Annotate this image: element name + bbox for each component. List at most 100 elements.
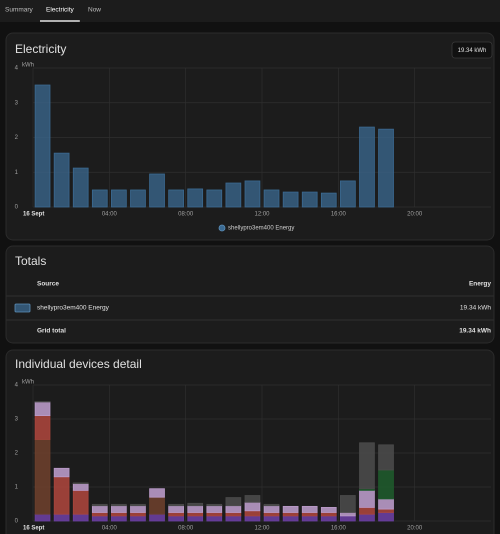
bar [53,476,70,515]
bar [359,506,375,515]
bar [282,512,299,517]
bar [111,512,127,517]
bar [206,512,223,517]
bar [282,505,299,513]
source-swatch [14,303,31,313]
tab[interactable]: Now [88,7,101,14]
bar [168,515,184,522]
bar [72,167,89,208]
tab[interactable]: Electricity [46,7,75,14]
x-tick-label: 12:00 [254,212,270,218]
bar [301,515,318,522]
total-value: 19.34 kWh [458,48,487,54]
bar [111,515,127,522]
bar [187,505,204,513]
x-tick-label: 16:00 [331,212,347,218]
legend-swatch[interactable] [218,224,226,232]
bar [149,173,165,208]
bar [72,513,89,522]
x-tick-label: 12:00 [254,526,270,532]
bar [206,189,223,208]
y-tick-label: 2 [15,135,19,141]
tab[interactable]: Summary [5,7,34,14]
bar [149,513,165,522]
bar [282,191,299,208]
y-tick-label: 4 [15,383,19,389]
bar [320,515,337,522]
bar [225,515,242,522]
bar [34,401,51,416]
total-badge [451,41,493,59]
x-tick-label: 04:00 [102,212,118,218]
legend-label[interactable]: shellypro3em400 Energy [228,226,294,232]
bar [130,189,146,208]
bar [111,505,127,513]
bar [72,483,89,491]
bar [53,467,70,478]
bar [149,496,165,515]
bar [244,510,261,517]
bar [282,515,299,522]
bar [244,495,261,503]
bar [168,189,184,208]
bar [111,503,127,507]
bar [168,503,184,507]
bar [187,515,204,522]
bar [91,515,108,522]
bar [378,128,394,208]
bar [263,189,280,208]
bar [34,415,51,440]
bar [225,497,242,507]
bar [244,501,261,512]
y-tick-label: 3 [15,417,19,423]
bar [301,191,318,208]
y-tick-label: 0 [15,519,19,525]
bar [130,503,146,507]
bar [168,512,184,517]
y-tick-label: 2 [15,451,19,457]
bar [91,505,108,513]
bar [378,512,394,522]
grid-total-label: Grid total [37,328,66,335]
bar [34,84,51,208]
source-name[interactable]: shellypro3em400 Energy [37,305,110,312]
x-tick-label: 20:00 [407,526,423,532]
bar [340,515,356,522]
x-tick-label: 16 Sept [23,212,44,218]
totals-title: Totals [15,254,46,268]
bar [72,482,89,485]
bar [91,512,108,517]
bar [340,512,356,517]
x-tick-label: 08:00 [178,212,194,218]
bar [301,505,318,513]
x-tick-label: 20:00 [407,212,423,218]
bar [187,502,204,507]
y-tick-label: 1 [15,485,19,491]
grid-total-value: 19.34 kWh [459,328,491,335]
tab-bar [0,0,500,22]
column-header: Source [37,281,59,288]
bar [263,503,280,507]
x-tick-label: 16 Sept [23,526,44,532]
source-energy: 19.34 kWh [460,305,491,312]
bar [53,513,70,522]
bar [263,515,280,522]
bar [359,442,375,490]
bar [187,512,204,517]
bar [91,189,108,208]
bar [301,512,318,517]
y-tick-label: 0 [15,205,19,211]
y-tick-label: 3 [15,100,19,106]
column-header: Energy [469,281,491,288]
y-tick-label: 4 [15,66,19,72]
bar [91,503,108,507]
x-tick-label: 08:00 [178,526,194,532]
bar [359,489,375,508]
bar [320,512,337,517]
bar [244,515,261,522]
bar [206,503,223,507]
bar [263,505,280,513]
x-tick-label: 04:00 [102,526,118,532]
